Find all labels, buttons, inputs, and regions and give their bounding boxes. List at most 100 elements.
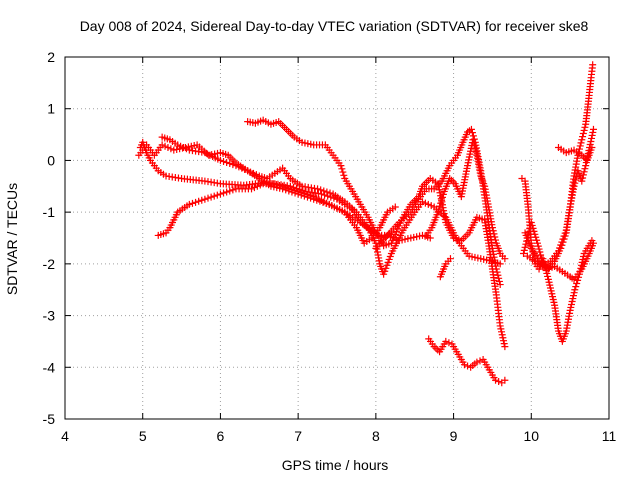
data-point <box>313 196 321 204</box>
data-point <box>185 200 193 208</box>
data-point <box>566 306 574 314</box>
data-point <box>322 199 330 207</box>
data-point <box>340 171 348 179</box>
data-point <box>588 131 596 139</box>
data-point <box>473 358 481 366</box>
data-point <box>501 343 509 351</box>
plot-frame <box>64 56 610 420</box>
data-point <box>571 286 579 294</box>
data-point <box>501 255 509 263</box>
data-point <box>282 186 290 194</box>
data-point <box>188 199 196 207</box>
data-point <box>577 139 585 147</box>
data-point <box>495 277 503 285</box>
data-point <box>449 178 457 186</box>
data-point <box>434 208 442 216</box>
data-point <box>229 186 237 194</box>
data-point <box>285 187 293 195</box>
data-point <box>492 376 500 384</box>
data-point <box>220 157 228 165</box>
data-point <box>192 198 200 206</box>
data-point <box>488 224 496 232</box>
data-point <box>288 188 296 196</box>
data-point <box>432 344 440 352</box>
data-point <box>216 156 224 164</box>
data-point <box>578 177 586 185</box>
x-tick-label: 8 <box>372 428 380 444</box>
x-axis-label: GPS time / hours <box>282 457 389 473</box>
series-track-g <box>422 136 509 263</box>
data-point <box>434 346 442 354</box>
data-point <box>299 186 307 194</box>
data-point <box>578 136 586 144</box>
data-point <box>438 196 446 204</box>
y-tick-label: -3 <box>43 308 56 324</box>
data-point <box>492 236 500 244</box>
data-point <box>500 340 508 348</box>
y-tick-label: 2 <box>47 49 55 65</box>
data-point <box>572 283 580 291</box>
data-point <box>567 303 575 311</box>
data-point <box>338 165 346 173</box>
series-track-n <box>554 144 596 164</box>
chart-title: Day 008 of 2024, Sidereal Day-to-day VTE… <box>80 18 589 34</box>
data-point <box>497 325 505 333</box>
data-point <box>438 193 446 201</box>
data-point <box>380 270 388 278</box>
series-track-i <box>425 335 509 387</box>
data-point <box>572 173 580 181</box>
data-point <box>316 197 324 205</box>
data-point <box>534 239 542 247</box>
data-point <box>494 271 502 279</box>
x-tick-label: 7 <box>294 428 302 444</box>
data-point <box>300 192 308 200</box>
data-point <box>556 244 564 252</box>
data-point <box>320 187 328 195</box>
data-point <box>496 322 504 330</box>
data-point <box>326 189 334 197</box>
data-markers <box>135 61 597 387</box>
data-point <box>471 145 479 153</box>
data-point <box>589 61 597 69</box>
data-point <box>535 245 543 253</box>
y-tick-label: -4 <box>43 359 56 375</box>
data-point <box>307 194 315 202</box>
data-point <box>495 274 503 282</box>
data-point <box>495 378 503 386</box>
data-point <box>580 168 588 176</box>
data-point <box>198 196 206 204</box>
y-tick-label: 1 <box>47 101 55 117</box>
data-point <box>528 221 536 229</box>
data-point <box>490 230 498 238</box>
data-point <box>568 298 576 306</box>
data-point <box>446 255 454 263</box>
data-point <box>226 187 234 195</box>
data-point <box>529 224 537 232</box>
data-point <box>471 142 479 150</box>
data-point <box>559 235 567 243</box>
data-point <box>469 136 477 144</box>
data-point <box>216 190 224 198</box>
data-point <box>532 233 540 241</box>
data-point <box>303 193 311 201</box>
data-point <box>561 229 569 237</box>
data-point <box>498 331 506 339</box>
x-tick-labels: 4 5 6 7 8 9 10 11 <box>61 428 616 444</box>
data-point <box>533 236 541 244</box>
data-point <box>498 328 506 336</box>
y-axis-label: SDTVAR / TECUs <box>4 183 20 295</box>
data-point <box>383 261 391 269</box>
data-point <box>572 176 580 184</box>
data-point <box>437 199 445 207</box>
data-point <box>291 189 299 197</box>
data-point <box>491 233 499 241</box>
x-tick-label: 6 <box>217 428 225 444</box>
data-point <box>286 182 294 190</box>
data-point <box>386 252 394 260</box>
data-point <box>530 227 538 235</box>
data-point <box>579 130 587 138</box>
data-point <box>520 250 528 258</box>
data-point <box>492 265 500 273</box>
data-point <box>579 171 587 179</box>
y-tick-label: -5 <box>43 411 56 427</box>
